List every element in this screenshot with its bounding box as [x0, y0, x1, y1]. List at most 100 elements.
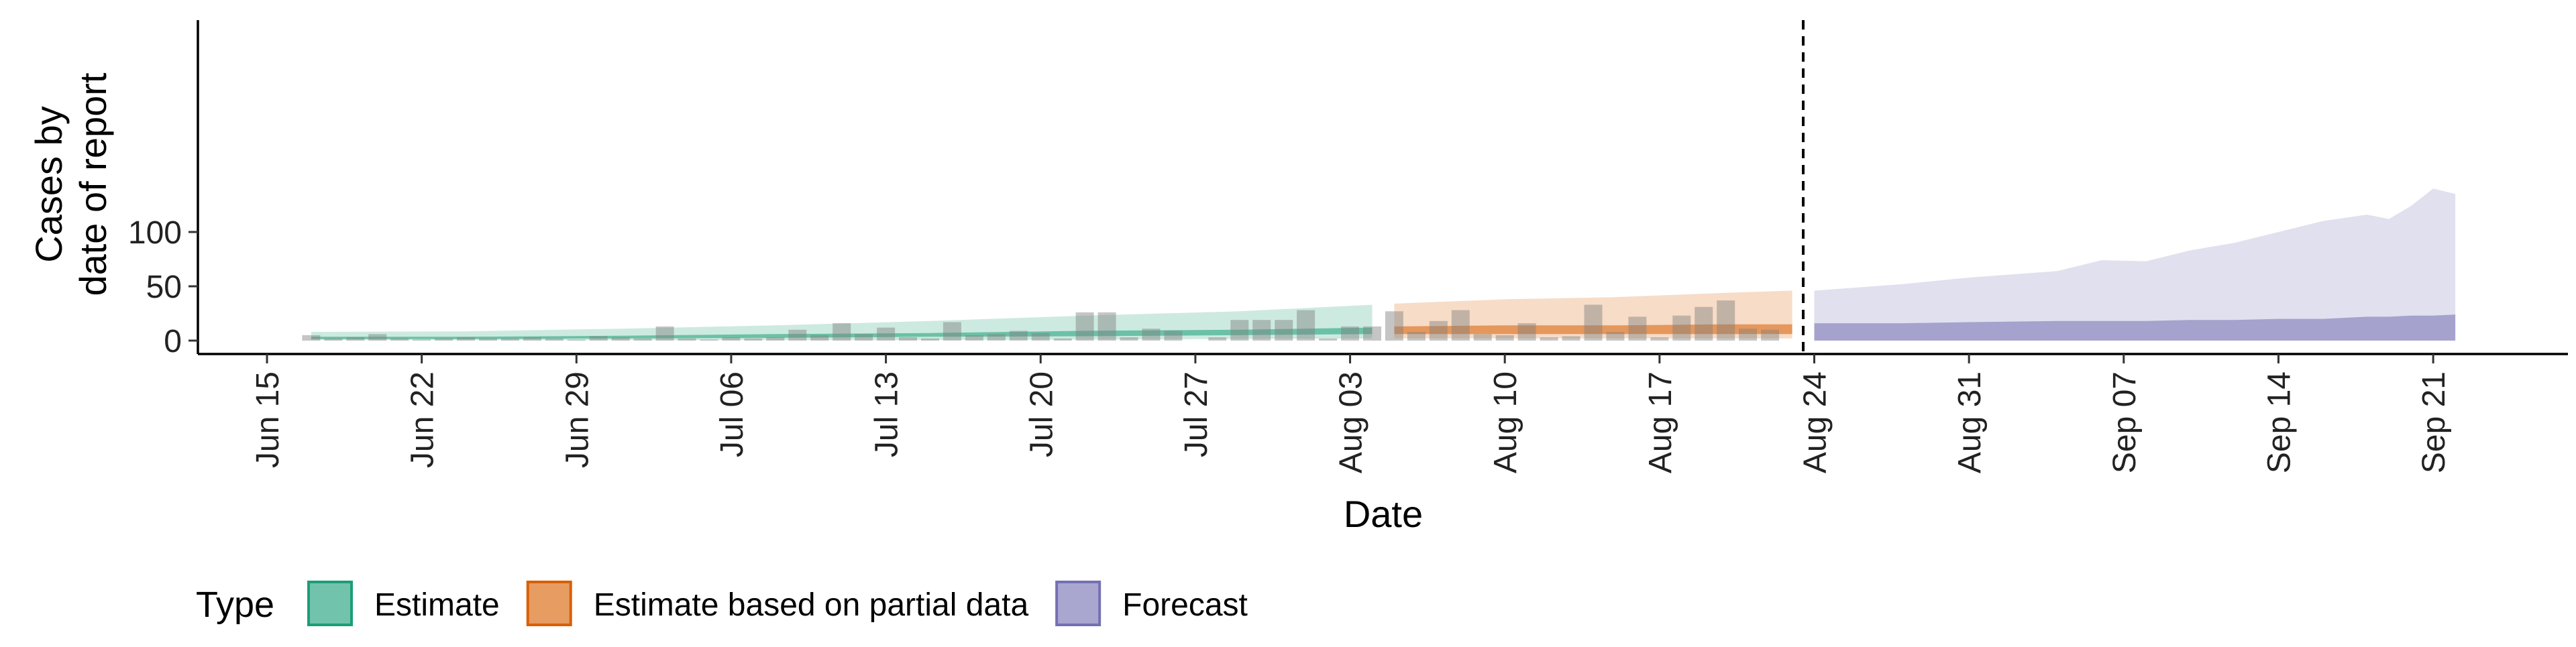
x-tick-label: Jul 06	[714, 371, 750, 457]
axes-layer: 0 50 100 Jun 15 Jun 22 Jun 29 Jul 06 Jul 13 Jul …	[28, 20, 2568, 535]
case-bar	[1517, 323, 1536, 341]
case-bar	[1739, 329, 1758, 341]
case-bar	[1473, 334, 1492, 341]
case-bar	[1208, 337, 1227, 341]
case-bar	[1429, 320, 1448, 341]
y-tick-label: 50	[146, 270, 182, 305]
case-bar	[567, 339, 586, 341]
case-bar	[1628, 316, 1647, 341]
case-bar	[1031, 333, 1050, 341]
case-bar	[1717, 300, 1735, 341]
case-bar	[1252, 320, 1271, 341]
case-bar	[390, 338, 409, 341]
case-bar	[1142, 329, 1161, 341]
case-bar	[1584, 304, 1603, 341]
series-layer	[311, 188, 2456, 341]
case-bar	[413, 339, 431, 341]
case-bar	[877, 327, 896, 341]
x-tick-label: Aug 31	[1952, 371, 1988, 473]
case-bar	[965, 335, 983, 341]
x-tick-label: Sep 21	[2416, 371, 2452, 473]
case-bar	[1275, 320, 1293, 341]
case-bar	[655, 326, 674, 341]
legend-key	[307, 581, 353, 626]
case-bar	[810, 335, 829, 341]
case-bar	[1672, 315, 1691, 341]
legend: Type Estimate Estimate based on partial da…	[196, 581, 1248, 626]
case-bar	[921, 338, 939, 341]
x-tick-label: Jul 13	[869, 371, 905, 457]
case-bar	[1540, 337, 1558, 341]
x-tick-label: Jun 22	[405, 371, 441, 468]
legend-title: Type	[196, 585, 274, 625]
legend-key	[1055, 581, 1102, 626]
bars-layer	[302, 300, 1780, 341]
x-tick-label: Sep 07	[2107, 371, 2143, 473]
x-tick-label: Jun 15	[250, 371, 286, 468]
case-bar	[678, 338, 696, 341]
case-bar	[302, 335, 321, 341]
case-bar	[1695, 306, 1713, 341]
case-bar	[987, 334, 1006, 341]
x-tick-label: Sep 14	[2261, 371, 2297, 473]
case-bar	[1164, 331, 1183, 341]
case-bar	[1297, 310, 1316, 341]
case-bar	[633, 338, 652, 341]
case-bar	[1230, 320, 1249, 341]
case-bar	[457, 337, 475, 341]
series-band-50-0	[311, 327, 1373, 339]
case-bar	[1319, 338, 1338, 341]
legend-key	[526, 581, 572, 626]
x-tick-label: Aug 17	[1643, 371, 1678, 473]
case-bar	[611, 337, 630, 341]
case-bar	[700, 339, 718, 341]
case-bar	[943, 322, 961, 341]
case-bar	[1761, 329, 1780, 341]
legend-label: Forecast	[1122, 587, 1248, 623]
case-bar	[788, 329, 807, 341]
series-band-50-1	[1394, 324, 1792, 335]
case-bar	[1009, 331, 1028, 341]
case-bar	[346, 337, 365, 341]
legend-label: Estimate based on partial data	[594, 587, 1029, 623]
legend-label: Estimate	[374, 587, 500, 623]
case-bar	[744, 338, 763, 341]
case-bar	[1097, 312, 1116, 341]
case-bar	[435, 338, 453, 341]
x-tick-label: Aug 10	[1488, 371, 1523, 473]
case-bar	[1562, 336, 1580, 341]
x-tick-label: Jul 27	[1179, 371, 1214, 457]
case-bar	[1407, 332, 1426, 341]
case-bar	[899, 337, 917, 341]
y-tick-label: 0	[164, 324, 182, 359]
case-bar	[545, 338, 564, 341]
x-tick-label: Aug 03	[1334, 371, 1369, 473]
case-bar	[1053, 338, 1072, 341]
y-axis-title: Cases bydate of report	[28, 72, 114, 296]
x-tick-label: Aug 24	[1798, 371, 1833, 473]
case-bar	[1495, 335, 1514, 341]
case-bar	[500, 338, 519, 341]
series-band-90-2	[1814, 188, 2456, 341]
case-bar	[1451, 310, 1470, 341]
y-tick-label: 100	[128, 215, 182, 251]
case-bar	[523, 337, 541, 341]
case-bar	[1363, 326, 1381, 341]
case-bar	[1075, 312, 1094, 341]
case-bar	[1650, 337, 1669, 341]
case-bar	[479, 338, 497, 341]
case-bar	[722, 337, 741, 341]
x-tick-label: Jul 20	[1024, 371, 1059, 457]
case-bar	[1120, 337, 1138, 341]
case-bar	[589, 336, 608, 341]
case-bar	[1341, 326, 1359, 341]
case-bar	[833, 323, 851, 341]
x-axis-title: Date	[1344, 493, 1423, 535]
y-axis-title-line: Cases by	[28, 106, 70, 262]
y-axis-title-line: date of report	[72, 72, 114, 296]
case-bar	[368, 334, 387, 341]
series-band-50-2	[1814, 314, 2456, 341]
x-tick-label: Jun 29	[559, 371, 595, 468]
